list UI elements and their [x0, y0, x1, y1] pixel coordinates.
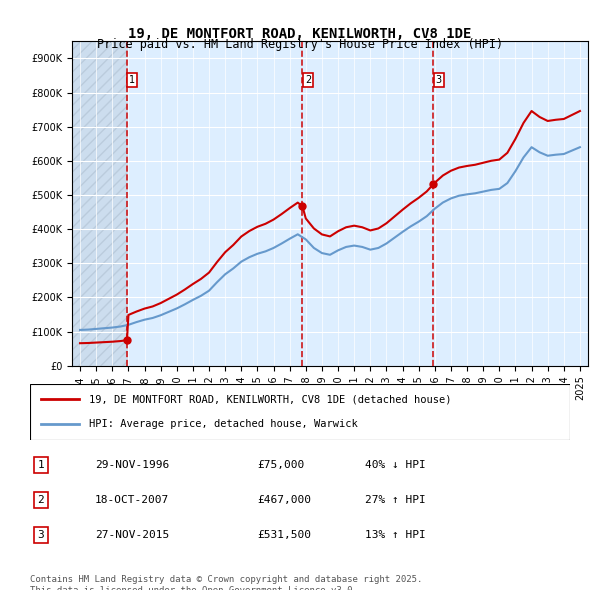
Text: 19, DE MONTFORT ROAD, KENILWORTH, CV8 1DE: 19, DE MONTFORT ROAD, KENILWORTH, CV8 1D… [128, 27, 472, 41]
Text: 2: 2 [305, 76, 311, 85]
Text: £467,000: £467,000 [257, 495, 311, 505]
Text: 27-NOV-2015: 27-NOV-2015 [95, 530, 169, 540]
Text: 40% ↓ HPI: 40% ↓ HPI [365, 460, 425, 470]
Text: £75,000: £75,000 [257, 460, 304, 470]
Text: 2: 2 [37, 495, 44, 505]
Text: 3: 3 [37, 530, 44, 540]
FancyBboxPatch shape [30, 384, 570, 440]
Text: 29-NOV-1996: 29-NOV-1996 [95, 460, 169, 470]
Text: 19, DE MONTFORT ROAD, KENILWORTH, CV8 1DE (detached house): 19, DE MONTFORT ROAD, KENILWORTH, CV8 1D… [89, 394, 452, 404]
Bar [72, 41, 127, 366]
Text: HPI: Average price, detached house, Warwick: HPI: Average price, detached house, Warw… [89, 419, 358, 429]
Text: 1: 1 [37, 460, 44, 470]
Text: 1: 1 [130, 76, 136, 85]
Text: 13% ↑ HPI: 13% ↑ HPI [365, 530, 425, 540]
Text: Contains HM Land Registry data © Crown copyright and database right 2025.
This d: Contains HM Land Registry data © Crown c… [30, 575, 422, 590]
Text: 3: 3 [436, 76, 442, 85]
Text: 27% ↑ HPI: 27% ↑ HPI [365, 495, 425, 505]
Text: Price paid vs. HM Land Registry's House Price Index (HPI): Price paid vs. HM Land Registry's House … [97, 38, 503, 51]
Text: £531,500: £531,500 [257, 530, 311, 540]
Text: 18-OCT-2007: 18-OCT-2007 [95, 495, 169, 505]
Bar [72, 41, 127, 366]
